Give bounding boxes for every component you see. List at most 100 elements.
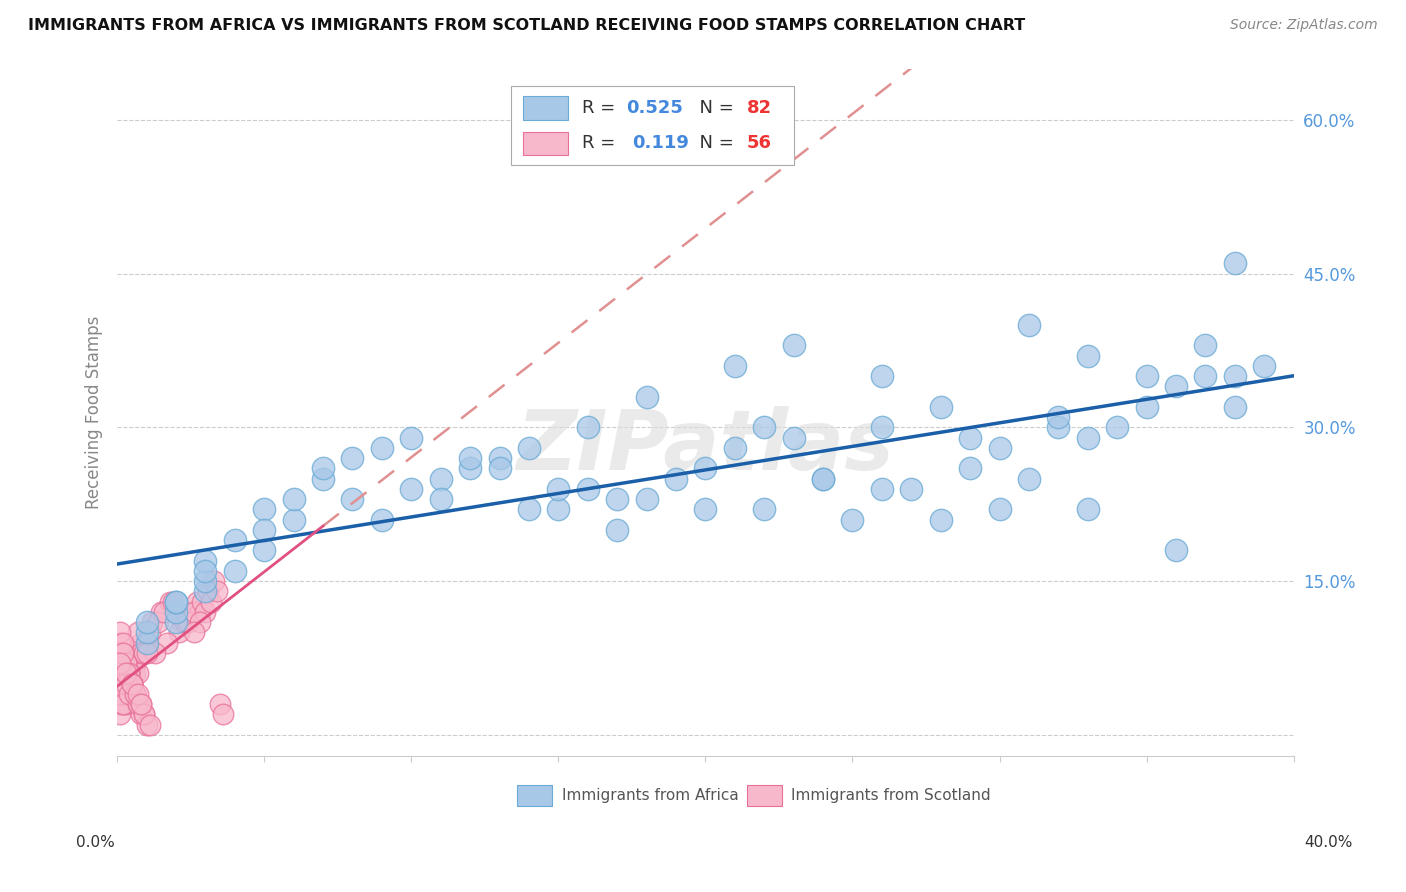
Text: N =: N = xyxy=(688,99,740,117)
Point xyxy=(194,554,217,568)
Point xyxy=(115,666,138,681)
Text: 82: 82 xyxy=(747,99,772,117)
Point xyxy=(283,492,305,507)
Point xyxy=(283,513,305,527)
Point xyxy=(1164,543,1187,558)
Point xyxy=(202,574,225,589)
Point xyxy=(194,584,217,599)
Point xyxy=(165,595,187,609)
Point xyxy=(371,441,394,455)
Point xyxy=(458,461,481,475)
Point xyxy=(754,420,776,434)
Point xyxy=(138,625,160,640)
Point xyxy=(1107,420,1129,434)
Point xyxy=(1194,338,1216,352)
Point xyxy=(180,605,202,619)
Point xyxy=(153,605,176,619)
Point xyxy=(988,441,1011,455)
Point xyxy=(929,400,952,414)
Point xyxy=(112,636,135,650)
Point xyxy=(1194,369,1216,384)
Point xyxy=(135,615,157,630)
Point xyxy=(165,605,187,619)
Point xyxy=(1018,318,1040,332)
Point xyxy=(1077,502,1099,516)
Point xyxy=(186,595,208,609)
Point xyxy=(127,687,149,701)
Point xyxy=(127,625,149,640)
Point xyxy=(124,657,146,671)
Point xyxy=(429,472,451,486)
Point xyxy=(112,677,135,691)
Point xyxy=(148,615,170,630)
Text: R =: R = xyxy=(582,135,627,153)
Point xyxy=(124,687,146,701)
Point xyxy=(127,697,149,711)
Point xyxy=(929,513,952,527)
Point xyxy=(121,666,143,681)
Point xyxy=(197,584,219,599)
Point xyxy=(127,646,149,660)
Point xyxy=(112,687,135,701)
Point xyxy=(165,605,187,619)
Point xyxy=(870,482,893,496)
Point xyxy=(224,533,246,548)
Point xyxy=(1135,400,1157,414)
Point xyxy=(695,461,717,475)
Point xyxy=(124,687,146,701)
Point xyxy=(121,677,143,691)
Point xyxy=(212,707,235,722)
Point xyxy=(167,625,190,640)
Point xyxy=(108,646,131,660)
Point xyxy=(900,482,922,496)
Point xyxy=(115,697,138,711)
Point xyxy=(988,502,1011,516)
Point xyxy=(200,595,222,609)
Text: 56: 56 xyxy=(747,135,772,153)
Point xyxy=(118,666,141,681)
Point xyxy=(754,502,776,516)
Point xyxy=(841,513,863,527)
Point xyxy=(108,687,131,701)
Point xyxy=(177,615,200,630)
Point xyxy=(194,574,217,589)
Point xyxy=(108,677,131,691)
Point xyxy=(959,431,981,445)
Point xyxy=(1047,410,1070,425)
FancyBboxPatch shape xyxy=(747,785,782,805)
Point xyxy=(121,677,143,691)
Point xyxy=(129,646,152,660)
Point xyxy=(458,451,481,466)
Point xyxy=(183,605,205,619)
Point xyxy=(665,472,688,486)
Point xyxy=(115,657,138,671)
Point xyxy=(132,707,155,722)
Point xyxy=(112,646,135,660)
Point xyxy=(194,605,217,619)
Point xyxy=(183,625,205,640)
Point xyxy=(165,595,187,609)
Point xyxy=(606,523,628,537)
Point xyxy=(811,472,834,486)
Point xyxy=(115,687,138,701)
Point xyxy=(112,687,135,701)
Point xyxy=(112,677,135,691)
Point xyxy=(209,697,232,711)
Point xyxy=(547,502,569,516)
Point xyxy=(253,502,276,516)
Text: 0.119: 0.119 xyxy=(633,135,689,153)
Point xyxy=(132,646,155,660)
Point xyxy=(127,697,149,711)
Point xyxy=(112,697,135,711)
Point xyxy=(1164,379,1187,393)
Point xyxy=(118,666,141,681)
Point xyxy=(115,657,138,671)
Point xyxy=(138,717,160,731)
Text: Source: ZipAtlas.com: Source: ZipAtlas.com xyxy=(1230,18,1378,32)
Text: 0.525: 0.525 xyxy=(627,99,683,117)
Point xyxy=(576,420,599,434)
Point xyxy=(1077,349,1099,363)
Point xyxy=(108,677,131,691)
Point xyxy=(121,677,143,691)
Point xyxy=(517,441,540,455)
